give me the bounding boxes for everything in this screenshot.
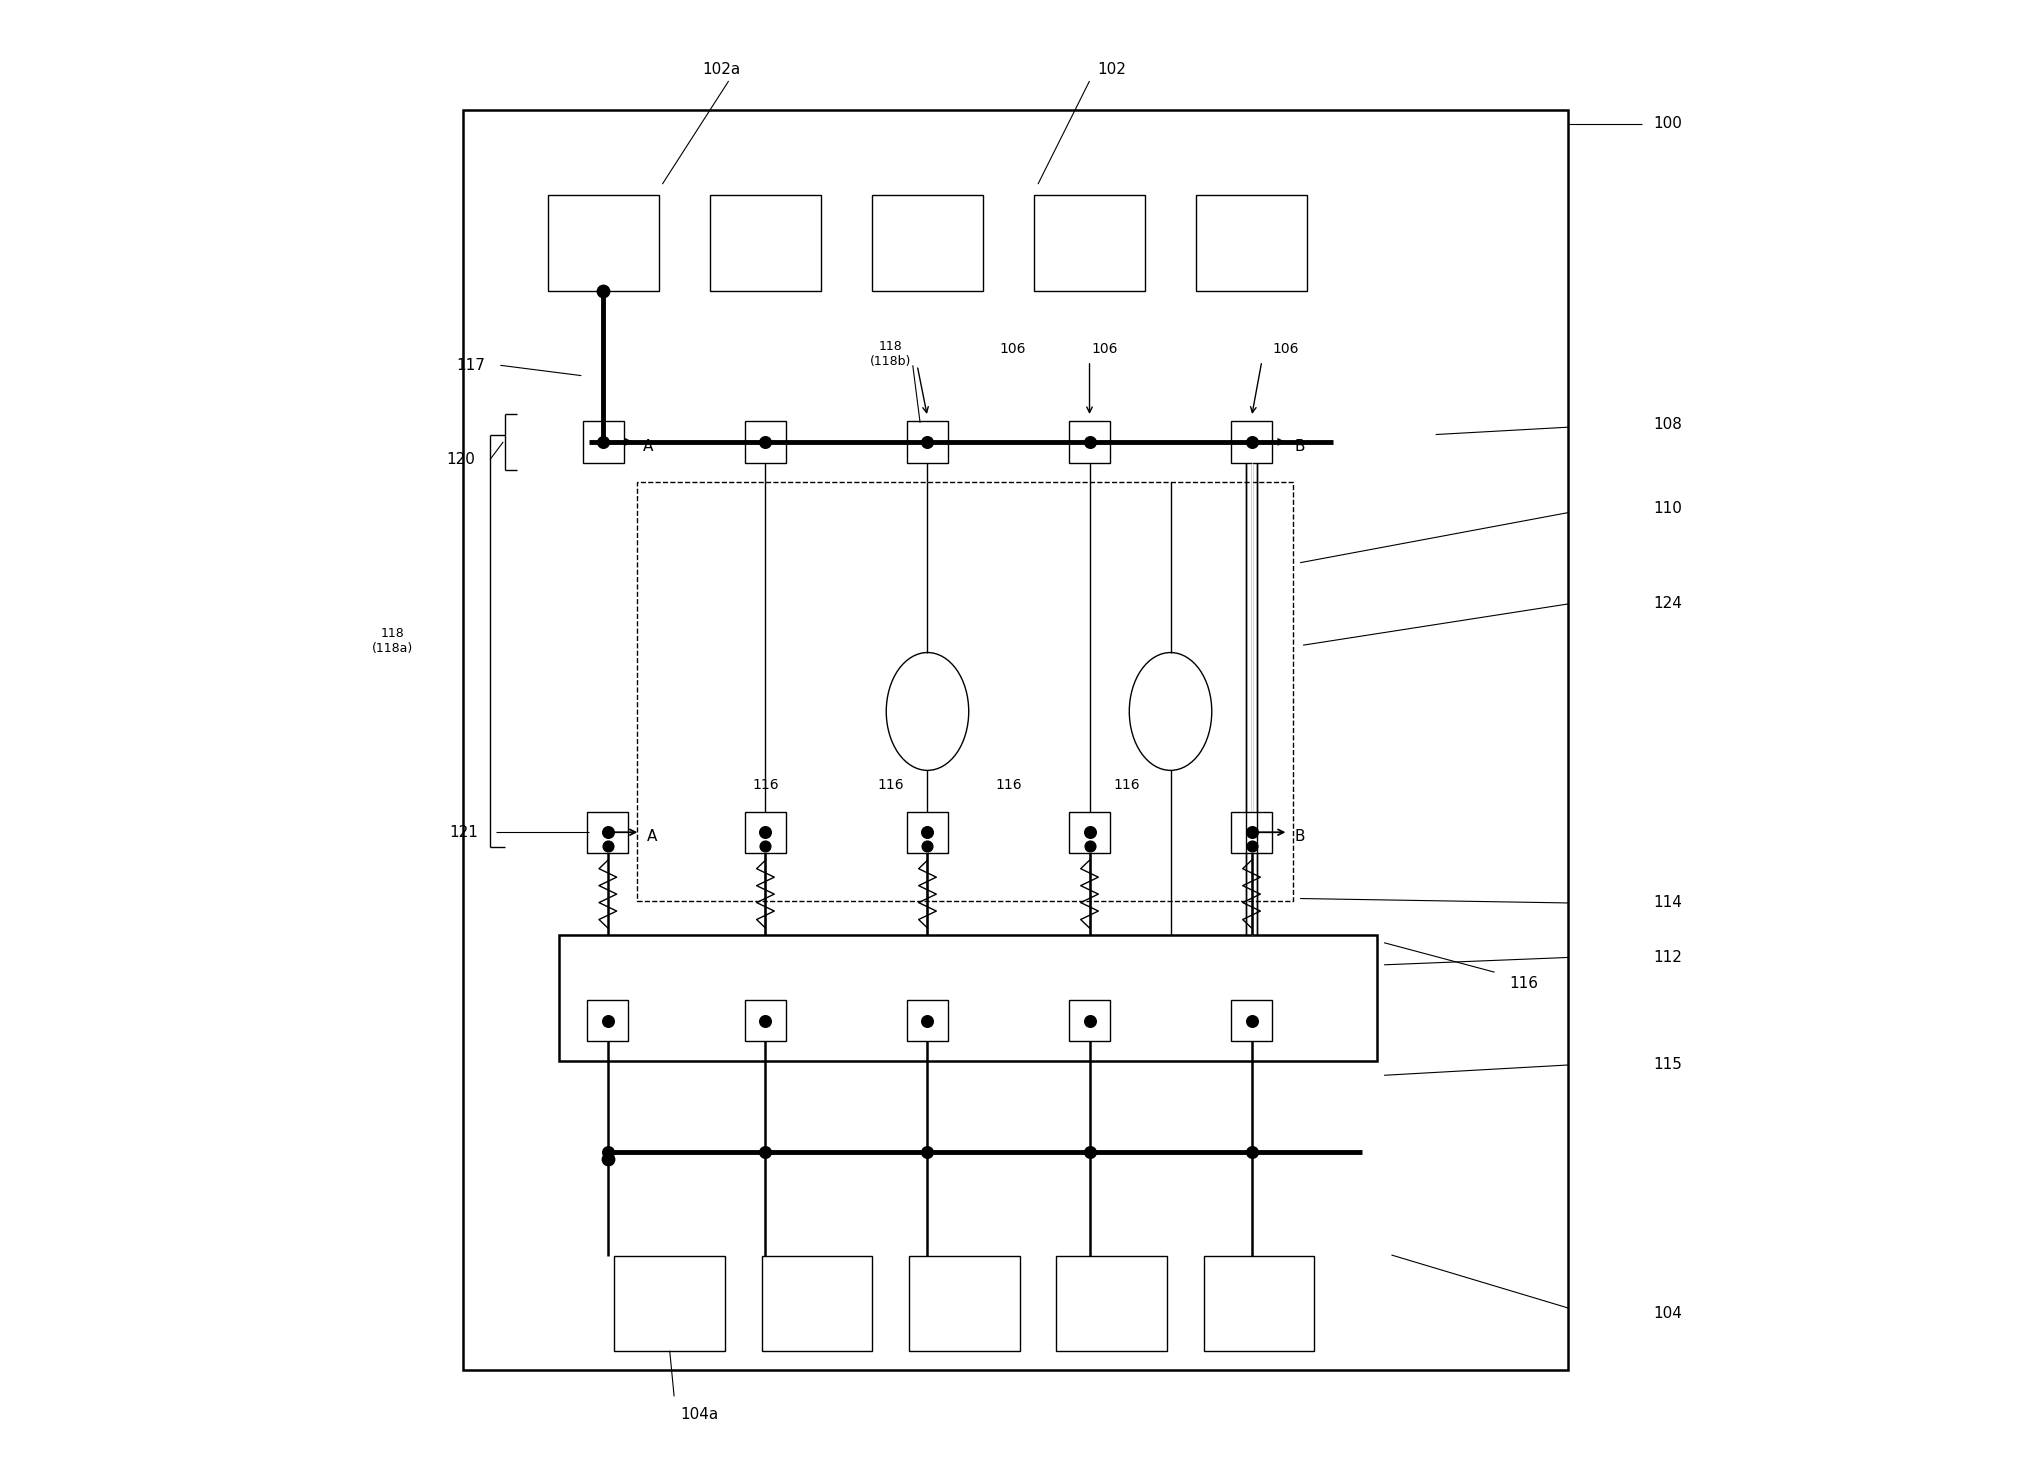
Bar <box>910 1255 1019 1352</box>
Bar <box>1230 812 1273 853</box>
Bar <box>1057 1255 1168 1352</box>
Bar <box>908 812 948 853</box>
Bar <box>1035 196 1146 292</box>
Bar <box>1230 1000 1273 1041</box>
Point <box>1234 1009 1267 1033</box>
Bar <box>587 812 629 853</box>
Point <box>591 820 623 844</box>
Bar <box>615 1255 724 1352</box>
Text: 116: 116 <box>1113 778 1140 792</box>
Bar <box>908 421 948 463</box>
Point <box>1234 820 1267 844</box>
Point <box>1073 1009 1105 1033</box>
Point <box>912 834 944 857</box>
Text: 106: 106 <box>1273 342 1299 356</box>
Text: 112: 112 <box>1654 950 1682 965</box>
Bar <box>1069 1000 1109 1041</box>
Text: 106: 106 <box>1000 342 1027 356</box>
Bar <box>871 196 982 292</box>
Text: 100: 100 <box>1654 116 1682 131</box>
Bar <box>464 110 1569 1370</box>
Bar <box>559 935 1378 1061</box>
Point <box>587 280 619 303</box>
Point <box>1073 1140 1105 1164</box>
Text: 116: 116 <box>994 778 1023 792</box>
Text: B: B <box>1295 829 1305 844</box>
Text: 116: 116 <box>752 778 779 792</box>
Bar <box>1069 421 1109 463</box>
Point <box>750 1140 783 1164</box>
Point <box>912 1009 944 1033</box>
Point <box>912 820 944 844</box>
Bar <box>744 421 787 463</box>
Text: 104: 104 <box>1654 1307 1682 1321</box>
Point <box>750 820 783 844</box>
Text: 102: 102 <box>1097 62 1125 77</box>
Text: B: B <box>1295 439 1305 454</box>
Point <box>1073 430 1105 454</box>
Bar <box>637 482 1293 901</box>
Point <box>591 1147 623 1171</box>
Text: 115: 115 <box>1654 1058 1682 1072</box>
Point <box>1234 834 1267 857</box>
Point <box>1234 430 1267 454</box>
Point <box>587 430 619 454</box>
Text: 118
(118b): 118 (118b) <box>869 339 912 368</box>
Bar <box>744 812 787 853</box>
Point <box>1073 820 1105 844</box>
Bar <box>710 196 821 292</box>
Bar <box>1230 421 1273 463</box>
Text: 124: 124 <box>1654 597 1682 611</box>
Text: 116: 116 <box>877 778 904 792</box>
Bar <box>583 421 623 463</box>
Text: 106: 106 <box>1091 342 1117 356</box>
Point <box>591 834 623 857</box>
Text: 114: 114 <box>1654 896 1682 910</box>
Bar <box>549 196 660 292</box>
Text: 110: 110 <box>1654 501 1682 516</box>
Bar <box>1204 1255 1315 1352</box>
Bar <box>762 1255 871 1352</box>
Bar <box>1069 812 1109 853</box>
Text: 118
(118a): 118 (118a) <box>373 626 413 655</box>
Point <box>912 1140 944 1164</box>
Point <box>1234 1140 1267 1164</box>
Text: 102a: 102a <box>702 62 740 77</box>
Text: A: A <box>643 439 654 454</box>
Point <box>750 430 783 454</box>
Text: A: A <box>647 829 658 844</box>
Point <box>912 430 944 454</box>
Point <box>591 1009 623 1033</box>
Bar <box>587 1000 629 1041</box>
Point <box>750 834 783 857</box>
Text: 116: 116 <box>1509 977 1539 991</box>
Bar <box>744 1000 787 1041</box>
Point <box>750 1009 783 1033</box>
Text: 121: 121 <box>450 825 478 840</box>
Text: 120: 120 <box>446 452 476 467</box>
Text: 117: 117 <box>456 358 486 373</box>
Point <box>1073 834 1105 857</box>
Bar <box>1196 196 1307 292</box>
Point <box>591 1140 623 1164</box>
Bar <box>908 1000 948 1041</box>
Text: 104a: 104a <box>680 1407 718 1421</box>
Text: 108: 108 <box>1654 417 1682 432</box>
